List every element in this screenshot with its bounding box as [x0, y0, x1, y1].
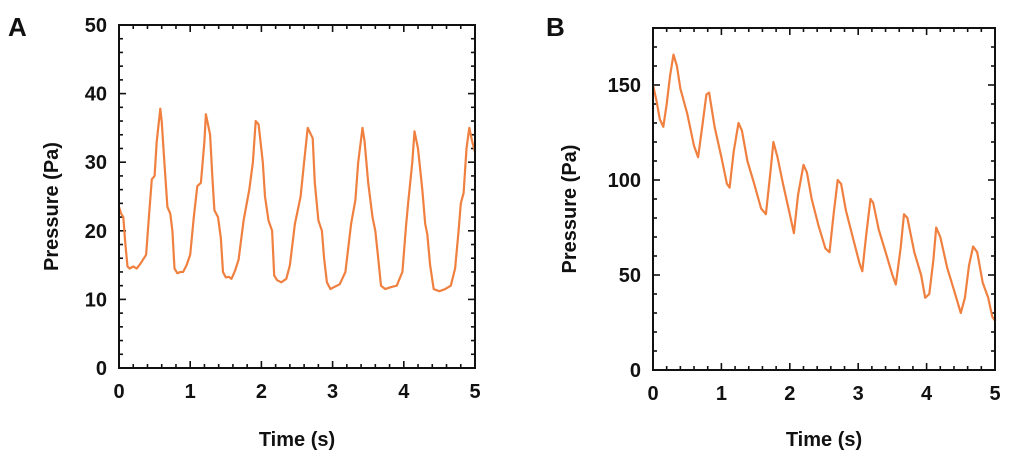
panel-b-y-tick-labels: 0 50 100 150: [608, 75, 641, 382]
x-tick-label: 3: [853, 383, 864, 405]
x-tick-label: 4: [921, 383, 933, 405]
y-tick-label: 50: [619, 265, 641, 287]
panel-b-x-tick-labels: 0 1 2 3 4 5: [647, 383, 1000, 405]
x-tick-label: 1: [185, 381, 196, 403]
panel-b-plot-frame: [652, 27, 996, 371]
y-tick-label: 50: [85, 15, 107, 37]
panel-a: A 0 1 2 3 4 5 0 10 20 30 40 50 Time (s) Pressure (…: [8, 12, 481, 451]
panel-a-ticks: [118, 24, 476, 369]
panel-a-x-tick-labels: 0 1 2 3 4 5: [113, 381, 480, 403]
x-tick-label: 5: [469, 381, 480, 403]
panel-b-y-axis-title: Pressure (Pa): [559, 145, 581, 274]
panel-a-plot-frame: [118, 24, 476, 369]
x-tick-label: 4: [398, 381, 410, 403]
y-tick-label: 150: [608, 75, 641, 97]
x-tick-label: 2: [256, 381, 267, 403]
x-tick-label: 1: [716, 383, 727, 405]
panel-a-y-tick-labels: 0 10 20 30 40 50: [85, 15, 107, 380]
x-tick-label: 5: [989, 383, 1000, 405]
panel-a-x-axis-title: Time (s): [259, 429, 335, 451]
panel-label-b: B: [546, 12, 565, 42]
x-tick-label: 0: [647, 383, 658, 405]
y-tick-label: 0: [96, 358, 107, 380]
x-tick-label: 3: [327, 381, 338, 403]
panel-b-ticks: [652, 27, 996, 371]
panel-b-pressure-line: [651, 53, 997, 322]
y-tick-label: 20: [85, 221, 107, 243]
panel-a-pressure-line: [117, 107, 477, 293]
y-tick-label: 0: [630, 360, 641, 382]
panel-b-x-axis-title: Time (s): [786, 429, 862, 451]
y-tick-label: 40: [85, 84, 107, 106]
panel-label-a: A: [8, 12, 27, 42]
y-tick-label: 100: [608, 170, 641, 192]
y-tick-label: 30: [85, 152, 107, 174]
x-tick-label: 2: [784, 383, 795, 405]
x-tick-label: 0: [113, 381, 124, 403]
y-tick-label: 10: [85, 289, 107, 311]
panel-a-y-axis-title: Pressure (Pa): [41, 142, 63, 271]
panel-b: B 0 1 2 3 4 5 0 50 100 150 Time (s) Pressure (Pa…: [546, 12, 1001, 451]
